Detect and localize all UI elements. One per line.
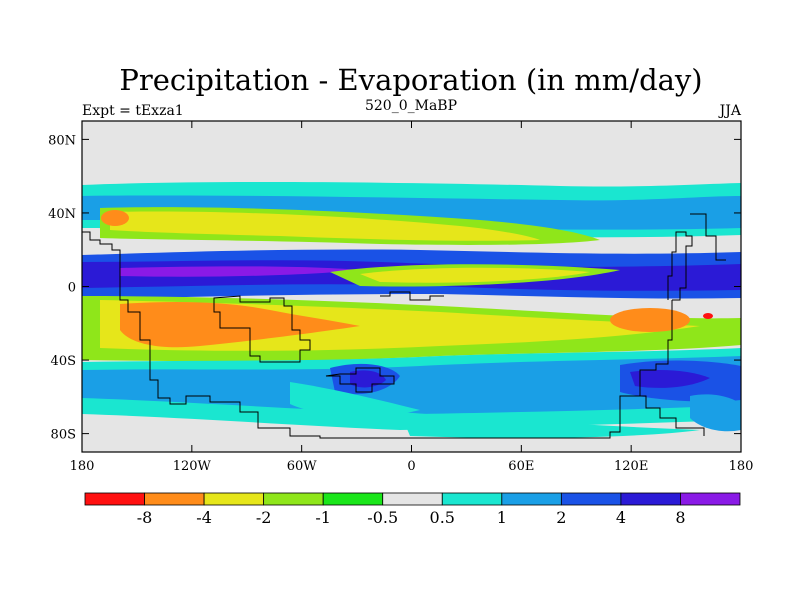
- colorbar-swatch: [322, 492, 384, 506]
- continent-outlines: [82, 213, 726, 439]
- colorbar-swatch: [84, 492, 145, 506]
- band-equator-violet: [120, 266, 360, 277]
- colorbar-label: -0.5: [367, 508, 398, 527]
- colorbar: -8 -4 -2 -1 -0.5 0.5 1 2 4 8: [84, 492, 741, 527]
- colorbar-swatch: [203, 492, 265, 506]
- southern-deep-patch: [630, 370, 710, 388]
- colorbar-label: 8: [675, 508, 685, 527]
- colorbar-label: 1: [497, 508, 507, 527]
- coast-africa: [380, 291, 444, 301]
- lat-tick-label: 0: [68, 281, 76, 296]
- lat-tick-label: 80N: [48, 133, 76, 148]
- north-orange-spot: [101, 210, 129, 226]
- colorbar-swatch: [680, 492, 741, 506]
- southern-polar-grey: [82, 420, 741, 452]
- coast-east-asia: [667, 231, 693, 301]
- colorbar-label: -4: [196, 508, 212, 527]
- colorbar-swatch: [620, 492, 681, 506]
- south-orange-east: [610, 308, 690, 332]
- colorbar-swatch: [263, 492, 324, 506]
- lon-tick-label: 0: [407, 459, 415, 474]
- lon-tick-label: 180: [729, 459, 754, 474]
- southern-cyan-wedge: [290, 382, 420, 417]
- coast-antarctic-east: [640, 395, 705, 436]
- lat-tick-label: 40N: [48, 207, 76, 222]
- lon-tick-label: 120E: [614, 459, 648, 474]
- colorbar-swatch: [441, 492, 503, 506]
- lon-tick-label: 60W: [287, 459, 318, 474]
- band-south-orange: [120, 302, 360, 348]
- colorbar-swatch: [144, 492, 205, 506]
- map-title: Precipitation - Evaporation (in mm/day): [119, 63, 702, 97]
- colorbar-label: 4: [616, 508, 626, 527]
- coast-east: [690, 213, 726, 261]
- band-southern-lightblue: [82, 356, 741, 414]
- coast-south-america: [213, 295, 311, 363]
- colorbar-label: -1: [315, 508, 331, 527]
- southern-deep-atlantic: [350, 370, 386, 388]
- season-label: JJA: [718, 103, 742, 119]
- band-north-orange: [110, 211, 540, 241]
- colorbar-label: 2: [556, 508, 566, 527]
- coast-atlantic-island: [325, 367, 395, 393]
- colorbar-swatch: [382, 492, 443, 506]
- colorbar-label: -2: [256, 508, 272, 527]
- colorbar-swatch: [501, 492, 562, 506]
- experiment-label: Expt = tExza1: [82, 103, 184, 119]
- southern-blue-east: [690, 394, 741, 432]
- period-label: 520_0_MaBP: [365, 98, 457, 114]
- equator-yellow-lens: [360, 267, 590, 283]
- pe-field: [82, 121, 741, 452]
- southern-polar-cyan: [400, 412, 700, 438]
- lon-tick-label: 60E: [508, 459, 534, 474]
- colorbar-swatch: [560, 492, 622, 506]
- lat-tick-label: 80S: [51, 428, 76, 443]
- colorbar-label: -8: [137, 508, 153, 527]
- map-axes: 80N 40N 0 40S 80S 180 120W 60W 0 60E 120E 180: [48, 121, 753, 474]
- south-red-spot: [703, 313, 713, 319]
- lon-tick-label: 180: [70, 459, 95, 474]
- lat-tick-label: 40S: [51, 354, 76, 369]
- colorbar-label: 0.5: [430, 508, 455, 527]
- lon-tick-label: 120W: [173, 459, 212, 474]
